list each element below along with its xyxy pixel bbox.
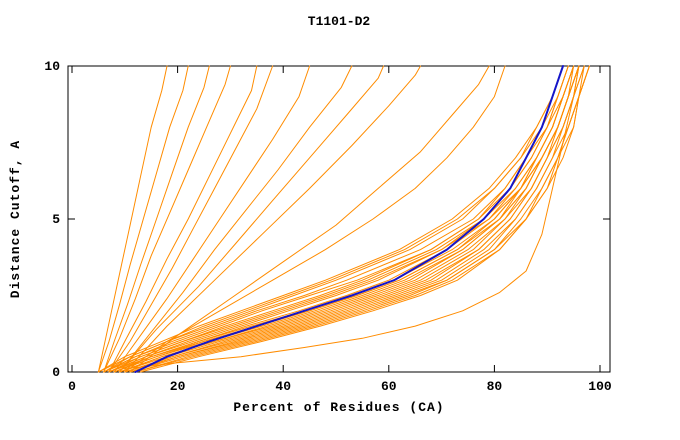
model-bundle-24-curve xyxy=(108,65,575,373)
model-bundle-14-curve xyxy=(124,65,585,373)
y-tick-label: 5 xyxy=(52,212,60,227)
model-bundle-07-curve xyxy=(108,65,575,373)
model-steep-10-curve xyxy=(124,65,421,373)
model-bundle-22-curve xyxy=(124,65,580,373)
model-bundle-16-curve xyxy=(113,65,580,373)
model-bundle-17-curve xyxy=(129,65,590,373)
model-mid-01-curve xyxy=(124,65,506,373)
model-bundle-25-curve xyxy=(140,65,590,373)
x-tick-label: 60 xyxy=(381,379,397,394)
model-steep-05-curve xyxy=(108,65,258,373)
model-bundle-23-curve xyxy=(113,65,575,373)
x-tick-label: 100 xyxy=(588,379,612,394)
model-mid-02-curve xyxy=(129,65,490,373)
model-steep-04-curve xyxy=(103,65,231,373)
model-steep-09-curve xyxy=(119,65,384,373)
model-steep-08-curve xyxy=(119,65,353,373)
x-tick-label: 80 xyxy=(487,379,503,394)
model-bundle-09-curve xyxy=(129,65,585,373)
model-steep-01-curve xyxy=(97,65,168,373)
plot-border xyxy=(67,65,611,373)
model-steep-06-curve xyxy=(108,65,274,373)
model-bundle-11-curve xyxy=(97,65,564,373)
chart-title: T1101-D2 xyxy=(307,14,371,29)
x-tick-label: 0 xyxy=(68,379,76,394)
model-bundle-21-curve xyxy=(103,65,575,373)
model-steep-03-curve xyxy=(103,65,210,373)
x-axis-label: Percent of Residues (CA) xyxy=(233,400,445,415)
y-tick-label: 0 xyxy=(52,365,60,380)
highlighted-model-curve xyxy=(134,65,564,373)
model-bundle-12-curve xyxy=(103,65,569,373)
y-tick-label: 10 xyxy=(44,59,60,74)
model-steep-07-curve xyxy=(113,65,311,373)
model-bundle-08-curve xyxy=(113,65,580,373)
model-steep-02-curve xyxy=(97,65,189,373)
model-bundle-18-curve xyxy=(97,65,569,373)
x-tick-label: 20 xyxy=(170,379,186,394)
model-bundle-19-curve xyxy=(134,65,590,373)
model-bundle-15-curve xyxy=(108,65,575,373)
x-tick-label: 40 xyxy=(275,379,291,394)
model-bundle-13-curve xyxy=(119,65,580,373)
